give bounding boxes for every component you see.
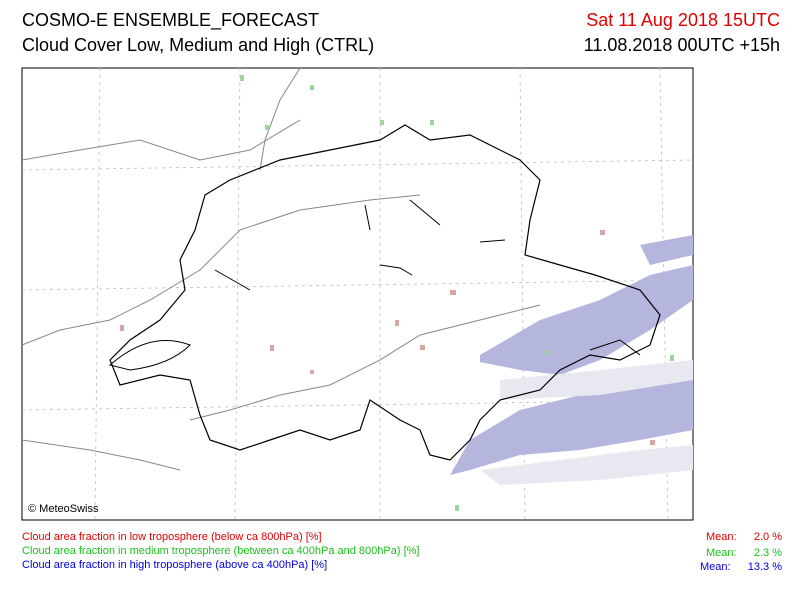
mean-value: 2.0 % bbox=[753, 531, 782, 543]
credit: © MeteoSwiss bbox=[28, 503, 99, 515]
subtitle: Cloud Cover Low, Medium and High (CTRL) bbox=[22, 35, 375, 55]
high-cloud bbox=[450, 235, 693, 475]
legend-high: Cloud area fraction in high troposphere … bbox=[22, 559, 328, 571]
mean-label: Mean: bbox=[706, 547, 737, 559]
map-frame bbox=[21, 67, 694, 521]
medium-cloud bbox=[240, 75, 674, 511]
valid-time: Sat 11 Aug 2018 15UTC bbox=[586, 10, 780, 30]
mean-label: Mean: bbox=[706, 531, 737, 543]
mean-value: 2.3 % bbox=[753, 547, 782, 559]
run-time: 11.08.2018 00UTC +15h bbox=[583, 35, 780, 55]
title: COSMO-E ENSEMBLE_FORECAST bbox=[22, 10, 320, 30]
legend-low: Cloud area fraction in low troposphere (… bbox=[22, 531, 322, 543]
country-border bbox=[109, 124, 661, 461]
legend-medium: Cloud area fraction in medium tropospher… bbox=[22, 545, 420, 557]
mean-value: 13.3 % bbox=[747, 561, 782, 573]
mean-label: Mean: bbox=[700, 561, 731, 573]
low-cloud bbox=[120, 230, 655, 445]
light-cloud bbox=[480, 360, 693, 485]
lakes bbox=[108, 199, 641, 371]
borders bbox=[21, 67, 541, 471]
